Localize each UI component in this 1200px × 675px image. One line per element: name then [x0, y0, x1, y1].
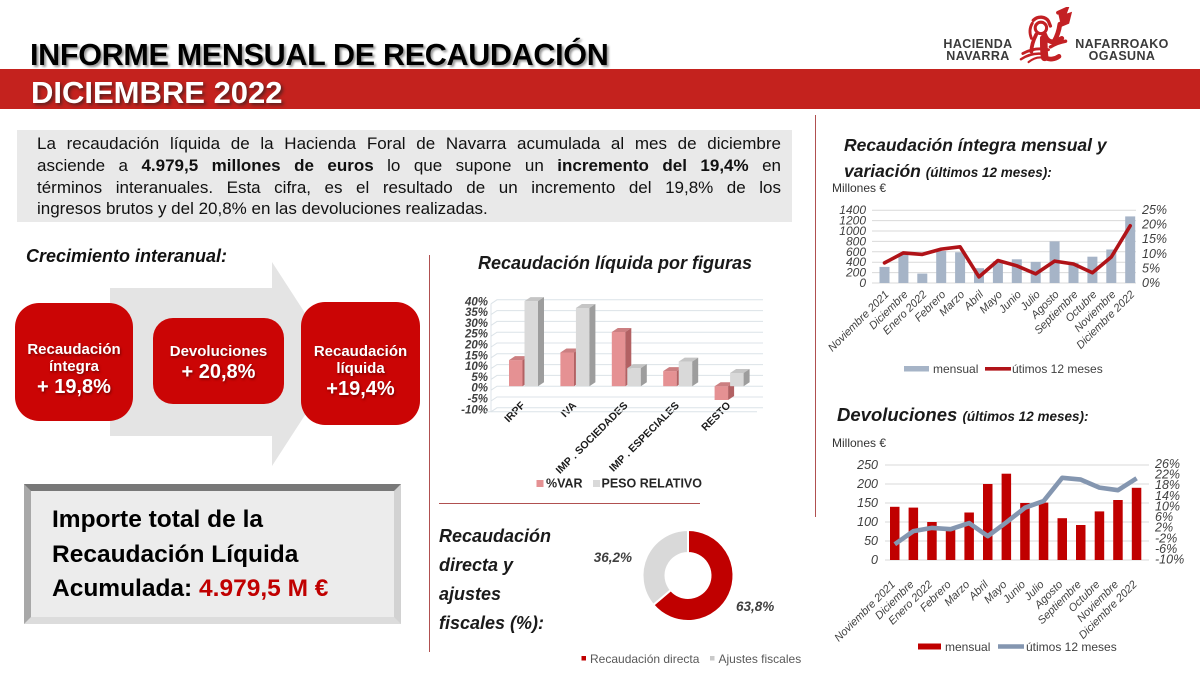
svg-text:10%: 10%: [1155, 499, 1180, 513]
svg-text:0%: 0%: [1142, 276, 1160, 290]
svg-text:mensual: mensual: [933, 362, 978, 376]
svg-text:IVA: IVA: [559, 399, 580, 420]
svg-text:22%: 22%: [1154, 468, 1180, 482]
svg-text:%VAR: %VAR: [546, 477, 583, 491]
svg-text:útimos 12 meses: útimos 12 meses: [1026, 640, 1117, 654]
svg-text:6%: 6%: [1155, 510, 1173, 524]
svg-text:-10%: -10%: [461, 404, 488, 416]
svg-text:40%: 40%: [464, 296, 488, 308]
svg-text:15%: 15%: [465, 350, 488, 362]
svg-text:400: 400: [846, 255, 866, 269]
svg-text:50: 50: [864, 534, 878, 548]
svg-text:200: 200: [845, 266, 866, 280]
svg-text:mensual: mensual: [945, 640, 990, 654]
svg-text:600: 600: [846, 245, 866, 259]
svg-text:PESO RELATIVO: PESO RELATIVO: [602, 477, 703, 491]
svg-text:25%: 25%: [1141, 203, 1167, 217]
svg-text:0: 0: [859, 276, 866, 290]
svg-text:0: 0: [871, 553, 878, 567]
svg-text:-10%: -10%: [1155, 553, 1184, 567]
svg-text:26%: 26%: [1154, 457, 1180, 471]
svg-text:10%: 10%: [1142, 247, 1167, 261]
svg-text:15%: 15%: [1142, 232, 1167, 246]
svg-text:20%: 20%: [464, 340, 488, 352]
svg-text:36,2%: 36,2%: [594, 550, 632, 565]
svg-text:800: 800: [846, 234, 866, 248]
svg-text:100: 100: [857, 515, 878, 529]
svg-text:20%: 20%: [1141, 218, 1167, 232]
svg-text:Recaudación directa: Recaudación directa: [590, 652, 700, 666]
svg-text:1000: 1000: [839, 224, 866, 238]
svg-text:5%: 5%: [1142, 261, 1160, 275]
svg-text:63,8%: 63,8%: [736, 599, 774, 614]
svg-text:25%: 25%: [464, 329, 488, 341]
svg-text:18%: 18%: [1155, 478, 1180, 492]
svg-text:150: 150: [857, 496, 878, 510]
svg-text:1200: 1200: [839, 214, 866, 228]
svg-text:1400: 1400: [839, 203, 866, 217]
svg-text:Ajustes fiscales: Ajustes fiscales: [719, 652, 802, 666]
svg-text:0%: 0%: [471, 383, 488, 395]
svg-text:10%: 10%: [465, 361, 488, 373]
svg-text:-2%: -2%: [1155, 531, 1177, 545]
svg-text:5%: 5%: [471, 372, 488, 384]
svg-text:250: 250: [856, 458, 878, 472]
svg-text:-6%: -6%: [1155, 542, 1177, 556]
svg-text:30%: 30%: [465, 318, 488, 330]
svg-text:-5%: -5%: [468, 394, 488, 406]
svg-text:útimos 12 meses: útimos 12 meses: [1012, 362, 1103, 376]
svg-text:35%: 35%: [465, 307, 488, 319]
svg-text:200: 200: [856, 477, 878, 491]
svg-text:RESTO: RESTO: [699, 400, 733, 434]
svg-text:14%: 14%: [1155, 489, 1180, 503]
svg-text:2%: 2%: [1154, 521, 1173, 535]
